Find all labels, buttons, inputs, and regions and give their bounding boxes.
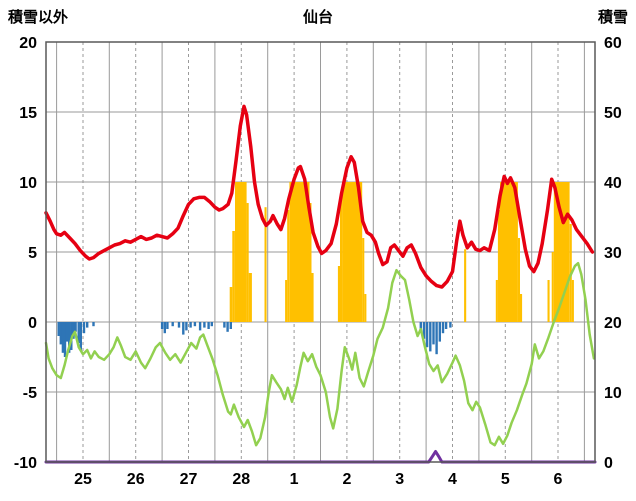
precip-bar	[207, 322, 210, 329]
left-axis-tick: 0	[28, 315, 37, 332]
right-axis-tick: 60	[604, 35, 622, 52]
precip-bar	[65, 322, 69, 342]
right-axis-tick: 20	[604, 315, 622, 332]
precip-bar	[86, 322, 89, 328]
sunshine-bar	[246, 203, 249, 322]
precip-bar	[160, 322, 164, 329]
sunshine-bar	[495, 280, 498, 322]
x-axis-tick: 26	[127, 471, 145, 488]
precip-bar	[210, 322, 213, 327]
precip-bar	[223, 322, 226, 328]
precip-bar	[189, 322, 192, 328]
x-axis-tick: 5	[501, 471, 510, 488]
precip-bar	[203, 322, 206, 328]
sunshine-bar	[517, 238, 520, 322]
precip-bar	[166, 322, 169, 329]
x-axis-tick: 4	[448, 471, 457, 488]
sunshine-bar	[229, 287, 233, 322]
sunshine-bar	[235, 182, 247, 322]
precip-bar	[61, 322, 65, 353]
x-axis-tick: 3	[395, 471, 404, 488]
sunshine-bar	[342, 182, 363, 322]
sunshine-bar	[551, 252, 554, 322]
sunshine-bar	[571, 280, 574, 322]
precip-bar	[432, 322, 435, 345]
left-axis-tick: -10	[14, 455, 37, 472]
right-axis-tick: 40	[604, 175, 622, 192]
sunshine-bar	[311, 273, 314, 322]
precip-bar	[422, 322, 426, 339]
sunshine-bar	[309, 203, 312, 322]
precip-bar	[182, 322, 185, 335]
chart-title: 仙台	[302, 9, 333, 26]
precip-bar	[229, 322, 232, 329]
precip-bar	[198, 322, 202, 331]
right-axis-tick: 0	[604, 455, 613, 472]
sunshine-bar	[362, 238, 365, 322]
precip-bar	[429, 322, 432, 352]
x-axis-tick: 25	[74, 471, 92, 488]
precip-bar	[441, 322, 445, 334]
precip-bar	[226, 322, 229, 332]
precip-bar	[171, 322, 174, 327]
left-axis-title: 積雪以外	[8, 9, 69, 26]
right-axis-tick: 10	[604, 385, 622, 402]
x-axis-tick: 2	[342, 471, 351, 488]
left-axis-tick: 20	[19, 35, 37, 52]
precip-bar	[63, 322, 67, 357]
x-axis-tick: 6	[554, 471, 563, 488]
precip-bar	[59, 322, 62, 345]
x-axis-tick: 27	[180, 471, 198, 488]
precip-bar	[77, 322, 80, 343]
sunshine-bar	[497, 210, 500, 322]
plot-border	[45, 41, 596, 463]
left-axis-tick: 10	[19, 175, 37, 192]
x-axis-tick: 1	[290, 471, 299, 488]
left-axis-tick: 5	[28, 245, 37, 262]
precip-bar	[57, 322, 60, 336]
sunshine-bar	[520, 294, 523, 322]
precip-bar	[82, 322, 86, 334]
precip-bar	[72, 322, 75, 339]
precip-bar	[177, 322, 181, 328]
sunshine-bar	[547, 280, 550, 322]
precip-bar	[449, 322, 452, 328]
precip-bar	[92, 322, 95, 327]
precip-bar	[185, 322, 188, 331]
x-axis-tick: 28	[232, 471, 250, 488]
sunshine-bar	[364, 294, 367, 322]
sunshine-bar	[264, 207, 267, 322]
left-axis-tick: 15	[19, 105, 37, 122]
sunshine-bar	[337, 266, 340, 322]
precip-bar	[79, 322, 82, 350]
sunshine-bar	[248, 273, 252, 322]
precip-bar	[435, 322, 438, 355]
precip-bar	[419, 322, 422, 331]
precip-bar	[74, 322, 77, 332]
right-axis-tick: 30	[604, 245, 622, 262]
sunshine-bar	[500, 182, 518, 322]
precip-bar	[444, 322, 448, 329]
sunshine-bar	[287, 210, 290, 322]
sunshine-bar	[232, 231, 235, 322]
precip-bar	[68, 322, 71, 353]
sunshine-bar	[464, 249, 467, 322]
precip-bar	[438, 322, 441, 342]
sunshine-bar	[340, 196, 343, 322]
right-axis-tick: 50	[604, 105, 622, 122]
precip-bar	[163, 322, 166, 334]
red-line	[44, 104, 595, 289]
green-line	[44, 261, 596, 447]
precip-bar	[425, 322, 429, 348]
left-axis-tick: -5	[23, 385, 37, 402]
precip-bar	[193, 322, 197, 327]
sunshine-bar	[289, 182, 310, 322]
sunshine-bar	[285, 280, 288, 322]
right-axis-title: 積雪	[597, 9, 628, 26]
